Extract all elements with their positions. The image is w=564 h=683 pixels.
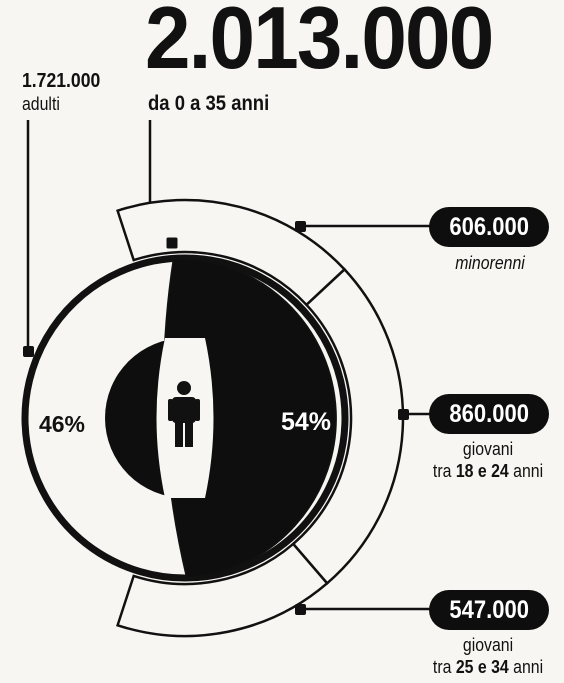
badge-minorenni: 606.000 (429, 207, 549, 247)
marker-dots (23, 221, 409, 615)
badge-25-34: 547.000 (429, 590, 549, 630)
slice-label-adults: 46% (39, 411, 85, 437)
caption-25-34: giovani tra 25 e 34 anni (432, 635, 544, 677)
adults-value: 1.721.000 (22, 70, 101, 92)
total-subtitle: da 0 a 35 anni (148, 92, 270, 115)
outer-ring (116, 198, 405, 638)
total-value: 2.013.000 (145, 0, 494, 87)
person-icon (168, 381, 200, 447)
marker-adults (23, 346, 34, 357)
badge-18-24: 860.000 (429, 394, 549, 434)
center-disc (105, 338, 265, 498)
marker-18-24 (398, 409, 409, 420)
marker-25-34 (295, 604, 306, 615)
marker-minorenni (295, 221, 306, 232)
marker-youth (165, 236, 179, 250)
slice-label-youth: 54% (281, 408, 331, 436)
caption-minorenni: minorenni (455, 253, 525, 273)
caption-18-24: giovani tra 18 e 24 anni (432, 439, 544, 481)
adults-label: adulti (22, 94, 60, 114)
ring-segment-25-34 (116, 542, 329, 638)
